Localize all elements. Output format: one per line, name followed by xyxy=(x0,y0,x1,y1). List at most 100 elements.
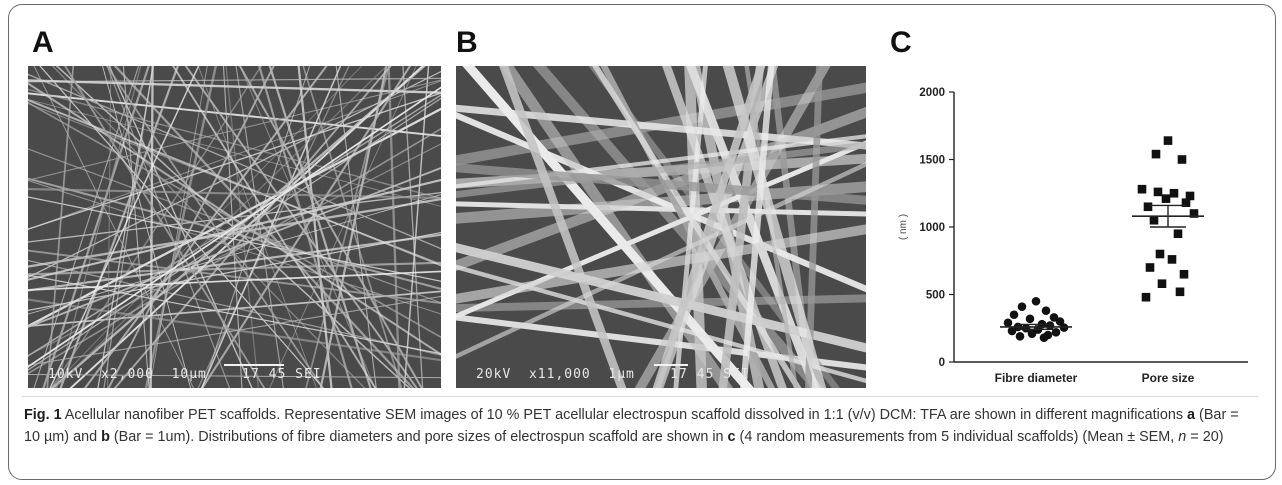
caption-title: Acellular nanofiber PET scaffolds. xyxy=(61,407,281,423)
data-point xyxy=(1015,332,1025,341)
fibre-a xyxy=(387,66,401,388)
caption-fig-label: Fig. 1 xyxy=(24,407,62,423)
fibre-b xyxy=(456,106,866,272)
data-point xyxy=(1055,317,1065,326)
data-point xyxy=(1045,321,1055,330)
data-point xyxy=(1017,302,1027,311)
data-point xyxy=(1167,255,1177,264)
data-point xyxy=(1009,310,1019,320)
fibre-b xyxy=(456,294,866,313)
x-category-label: Fibre diameter xyxy=(995,371,1078,385)
fibre-a xyxy=(149,66,208,388)
fibre-a xyxy=(46,66,75,388)
fibre-a xyxy=(113,66,392,388)
fibre-a xyxy=(202,66,311,388)
panel-label-a: A xyxy=(32,26,54,59)
fibre-a xyxy=(268,66,372,388)
fibre-a xyxy=(28,127,441,375)
y-tick-label: 1000 xyxy=(919,222,945,234)
fibre-a xyxy=(238,66,423,388)
y-tick-label: 0 xyxy=(939,357,945,369)
fibre-b xyxy=(673,66,708,388)
fibre-a xyxy=(59,66,179,388)
scatter-chart: 0 500 1000 1500 2000 ( nm ) Fibre diameter Pore… xyxy=(898,87,1248,385)
fibre-a xyxy=(403,66,430,388)
caption-ref-a: a xyxy=(1187,407,1196,423)
data-point xyxy=(1143,202,1153,212)
fibre-a xyxy=(42,66,150,388)
fibre-a xyxy=(28,148,441,304)
fibre-b xyxy=(456,141,866,198)
fibre-a xyxy=(28,233,441,292)
data-point xyxy=(1007,326,1017,336)
data-point xyxy=(1149,215,1159,225)
sem-image-b: 20kV x11,000 1µm 17 45 SEI xyxy=(456,66,866,388)
sem-info-b: 20kV x11,000 1µm 17 45 SEI xyxy=(476,367,750,382)
fibre-a xyxy=(197,66,317,388)
fibre-a xyxy=(51,66,366,388)
fibre-a xyxy=(235,66,284,388)
fibre-b xyxy=(686,66,820,388)
fibre-a xyxy=(28,167,441,328)
fibre-a xyxy=(319,66,388,388)
fibre-a xyxy=(53,66,388,388)
fibre-b xyxy=(722,66,827,388)
caption-ref-c: c xyxy=(727,429,736,445)
data-point xyxy=(1137,184,1147,194)
fibre-a xyxy=(258,66,353,388)
scale-bar-b xyxy=(654,364,688,366)
scale-bar-a xyxy=(224,364,284,366)
fibre-a xyxy=(107,66,275,388)
fibre-b xyxy=(500,66,734,388)
data-point xyxy=(1177,155,1187,164)
data-point xyxy=(1141,292,1151,302)
fibre-a xyxy=(28,86,441,368)
fibre-a xyxy=(55,66,411,388)
fibre-a xyxy=(28,261,441,276)
data-point xyxy=(1181,198,1191,207)
data-point xyxy=(1151,149,1161,159)
data-point xyxy=(1051,328,1061,337)
fibre-a xyxy=(28,178,441,281)
fibre-a xyxy=(28,97,441,371)
data-point xyxy=(1163,136,1173,145)
fibre-a xyxy=(28,295,441,366)
fibre-a xyxy=(106,66,231,388)
data-point xyxy=(1027,329,1037,338)
fibre-a xyxy=(55,66,142,388)
fibre-b xyxy=(456,111,866,293)
caption-ref-b: b xyxy=(101,429,110,445)
caption-part-4: (4 random measurements from 5 individual… xyxy=(735,429,1179,445)
fibre-b xyxy=(740,66,775,388)
data-point xyxy=(1173,229,1183,239)
data-point xyxy=(1185,191,1195,201)
figure-caption: Fig. 1 Acellular nanofiber PET scaffolds… xyxy=(24,404,1258,448)
fibre-a xyxy=(28,290,441,327)
caption-part-2: (Bar = 10 µm) and xyxy=(24,407,1239,445)
fibre-b xyxy=(456,224,866,304)
fibre-b xyxy=(591,66,802,388)
data-point xyxy=(1039,333,1049,342)
fibre-a xyxy=(302,66,403,388)
data-point xyxy=(1025,314,1035,324)
sem-info-a: 10kV x2,000 10µm 17 45 SEI xyxy=(48,367,322,382)
fibre-b xyxy=(462,66,755,388)
fibre-a xyxy=(28,82,441,356)
fibre-a xyxy=(28,270,441,291)
data-point xyxy=(1041,306,1051,315)
fibre-a xyxy=(28,73,441,250)
y-tick-label: 2000 xyxy=(919,87,945,99)
fibre-a xyxy=(149,66,154,388)
sem-image-a: 10kV x2,000 10µm 17 45 SEI xyxy=(28,66,441,388)
fibre-a xyxy=(28,79,441,181)
data-point xyxy=(1169,188,1179,198)
data-point xyxy=(1145,263,1155,272)
fibre-a xyxy=(122,66,150,388)
fibre-a xyxy=(105,66,324,388)
fibre-a xyxy=(200,66,342,388)
y-tick-label: 1500 xyxy=(919,155,945,167)
fibre-a xyxy=(28,373,441,379)
fibre-b xyxy=(652,66,766,388)
sem-fibres-a xyxy=(28,66,441,388)
data-point xyxy=(1003,318,1013,328)
